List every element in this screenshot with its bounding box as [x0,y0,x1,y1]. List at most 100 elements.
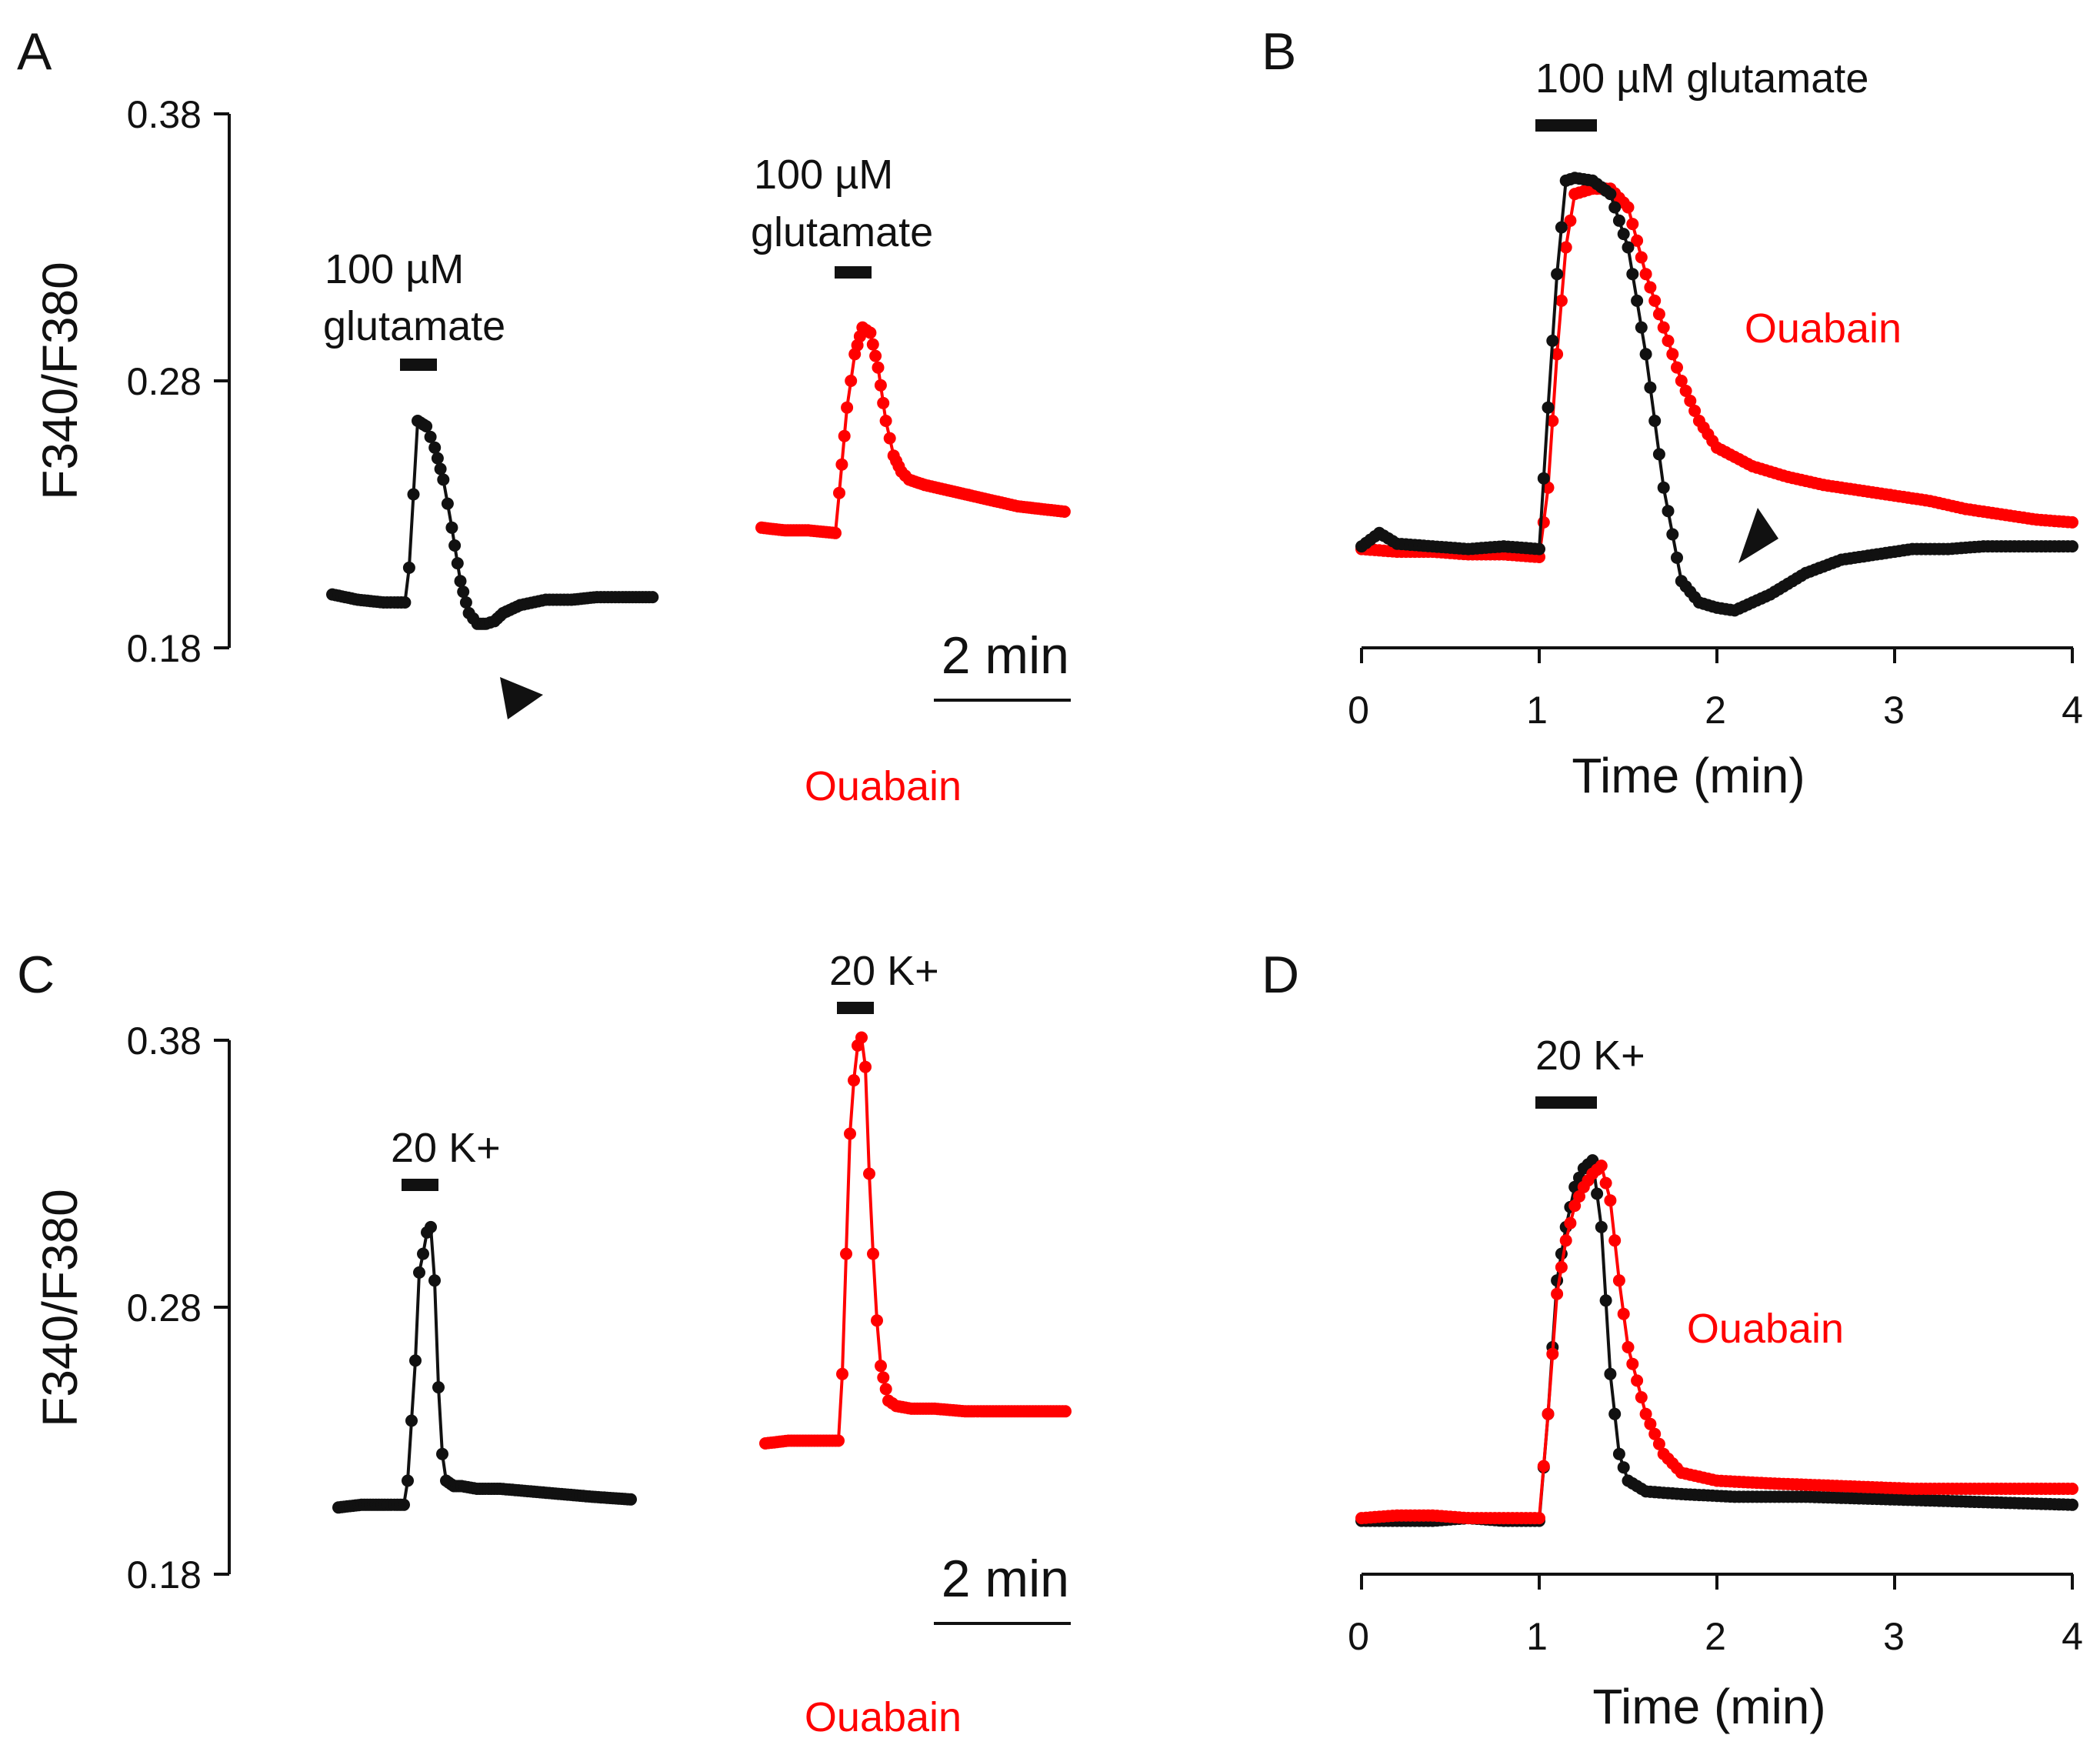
a-control-point [398,596,412,609]
b-ouabain-point [1631,234,1644,247]
a2-stim-bar [835,266,872,279]
c-y-axis-title: F340/F380 [32,1189,88,1427]
b-control-point [1542,401,1555,414]
panel-letter-d: D [1262,946,1299,1004]
c-ouabain-point [875,1360,887,1373]
d-ouabain-point [1573,1190,1585,1203]
c-stim-bar [402,1179,438,1191]
b-ouabain-point [1626,218,1639,231]
panel-letter-a: A [17,22,52,81]
a-arrowhead [500,677,543,719]
b-x-tick-label-3: 3 [1883,689,1905,732]
b-control-point [1551,268,1564,281]
d-ouabain-point [1533,1512,1545,1525]
a-y-tick-label-top: 0.38 [127,93,202,136]
d-ouabain-point [1599,1176,1612,1189]
d-control-point [1586,1154,1599,1167]
a-control-point [441,497,454,510]
a-control-point [646,591,659,604]
d-control-point [1612,1447,1625,1460]
a-scale-bar-label: 2 min [942,626,1069,685]
a-ouabain-point [883,432,896,445]
d-ouabain-point [1564,1216,1577,1230]
c-control-point [413,1266,425,1279]
d-ouabain-point [1631,1374,1644,1387]
a-control-point [454,575,467,588]
d-ouabain-point [1644,1417,1657,1430]
d-control-point [1599,1294,1612,1307]
b-control-point [1657,481,1670,494]
d-ouabain-label: Ouabain [1687,1306,1844,1352]
panel-letter-c: C [17,946,55,1004]
b-stim-bar [1535,119,1597,132]
a-control-point [431,452,444,465]
b-ouabain-point [1662,335,1675,347]
d-ouabain-point [1626,1357,1639,1370]
d-stim-bar [1535,1096,1597,1109]
d-ouabain-point [1608,1234,1622,1247]
a-ouabain-point [833,486,845,499]
b-x-tick-label-1: 1 [1526,689,1548,732]
b-ouabain-point [1564,214,1577,227]
b-x-axis-title: Time (min) [1572,748,1805,803]
b-control-point [1537,472,1550,485]
a-ouabain-point [877,396,890,409]
b-ouabain-label: Ouabain [1745,305,1902,352]
a-control-point [424,430,437,443]
b-control-point [1622,241,1635,254]
b-ouabain-point [1671,361,1683,374]
c2-stim-bar [837,1002,874,1014]
b-ouabain-line [1361,187,2073,559]
b-control-point [1635,321,1648,334]
a-ouabain-point [841,401,854,414]
a-control-point [445,521,458,534]
d-ouabain-point [1542,1407,1555,1420]
a-y-axis-title: F340/F380 [32,262,88,500]
c-y-tick-label-bottom: 0.18 [127,1553,202,1597]
c-ouabain-point [832,1434,845,1447]
a-control-point [448,539,462,552]
d-control-point [1604,1367,1617,1380]
c-ouabain-label: Ouabain [805,1694,962,1740]
b-ouabain-point [1657,321,1670,334]
d-x-axis-title: Time (min) [1592,1679,1825,1734]
b-arrowhead [1738,508,1778,563]
c-control-point [402,1474,414,1487]
d-ouabain-point [1635,1391,1648,1404]
a2-stim-label-line2: glutamate [751,209,933,255]
b-x-tick-label-0: 0 [1348,689,1369,732]
c-control-point [436,1447,448,1460]
b-ouabain-point [1542,481,1555,494]
d-ouabain-point [1652,1437,1665,1450]
a-control-point [428,441,442,454]
c-ouabain-point [1059,1405,1072,1418]
c-ouabain-point [855,1031,868,1044]
b-control-point [2066,540,2078,553]
b-control-point [1652,448,1665,461]
a-ouabain-point [829,526,842,539]
b-stim-label: 100 µM glutamate [1535,55,1868,102]
d-ouabain-point [1595,1159,1608,1173]
d-ouabain-point [1612,1274,1625,1287]
a-ouabain-point [835,458,848,471]
b-ouabain-point [2066,515,2078,529]
c-ouabain-trace [759,1031,1072,1450]
b-control-point [1639,348,1652,361]
c-ouabain-point [871,1314,883,1327]
c-ouabain-point [836,1367,848,1380]
b-ouabain-point [1551,348,1564,361]
d-ouabain-point [1648,1427,1662,1440]
c-ouabain-point [848,1074,860,1087]
d-x-tick-label-4: 4 [2062,1615,2083,1658]
a-y-tick-label-bottom: 0.18 [127,627,202,670]
panel-letter-b: B [1262,22,1296,81]
c-ouabain-point [879,1383,892,1396]
a-ouabain-point [879,415,892,427]
b-ouabain-point [1555,294,1568,307]
c-ouabain-point [863,1167,875,1180]
d-x-tick-label-1: 1 [1526,1615,1548,1658]
a-control-point [434,462,447,475]
d-control-point [2066,1498,2078,1511]
c-control-point [417,1247,429,1260]
